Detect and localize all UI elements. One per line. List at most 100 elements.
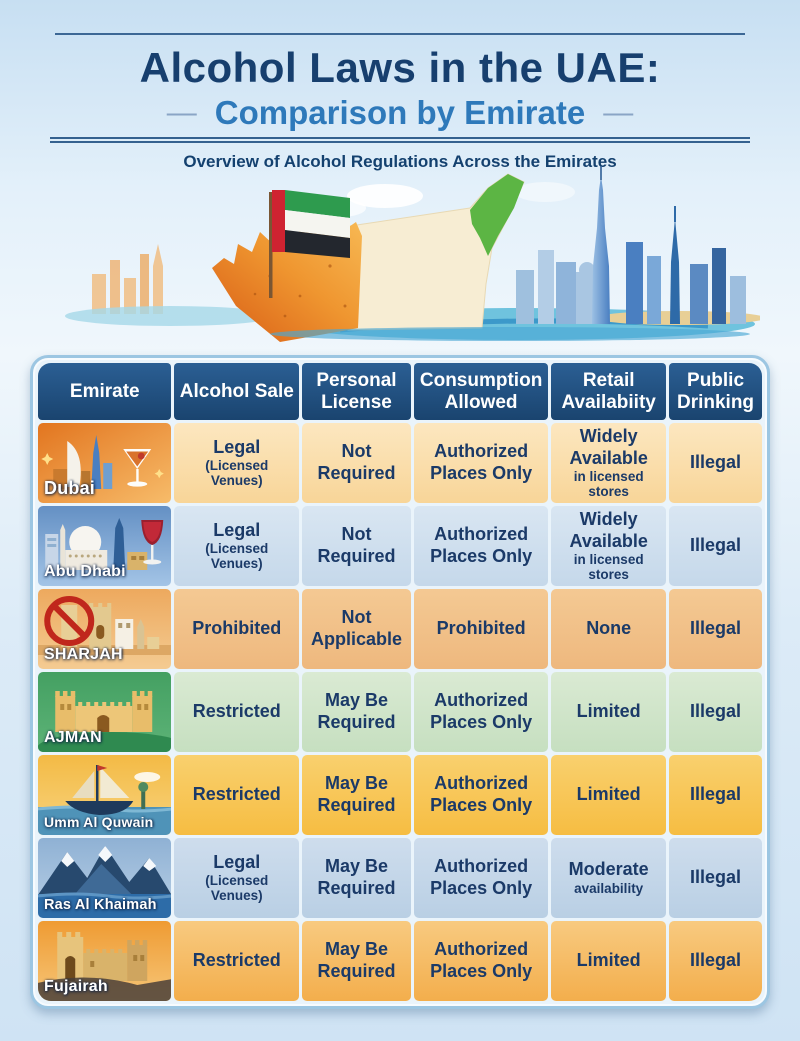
cell-text: Legal <box>213 437 261 458</box>
cell-sharjah-alcohol-sale: Prohibited <box>174 589 300 669</box>
emirate-label-dubai: Dubai <box>44 477 96 498</box>
cell-text: Prohibited <box>436 617 526 638</box>
column-header-personal-license: Personal License <box>302 363 411 420</box>
burj-khalifa <box>592 176 610 324</box>
sharjah-no-alcohol-icon <box>38 589 172 669</box>
prohibition-slash <box>52 603 87 639</box>
cell-uaq-personal-license: May Be Required <box>302 755 411 835</box>
cell-text: Moderate <box>568 859 649 880</box>
city-skyline <box>516 166 746 324</box>
ajman-fort-icon <box>38 672 172 752</box>
page-title: Alcohol Laws in the UAE: <box>139 44 661 91</box>
cell-ajman-public-drinking: Illegal <box>669 672 762 752</box>
cell-note: (Licensed Venues) <box>205 541 269 572</box>
fujairah-fort-icon <box>38 921 172 1001</box>
cell-fujairah-public-drinking: Illegal <box>669 921 762 1001</box>
cell-uaq-public-drinking: Illegal <box>669 755 762 835</box>
cell-text: Illegal <box>690 451 742 472</box>
cell-text: Illegal <box>690 534 742 555</box>
dubai-skyline-cocktail-icon <box>38 423 172 503</box>
uae-map-green-region <box>470 174 524 256</box>
cell-text: Illegal <box>690 700 742 721</box>
cell-text: Not Applicable <box>310 607 402 649</box>
cell-uaq-retail: Limited <box>551 755 667 835</box>
emirate-cell-dubai: Dubai <box>38 423 172 503</box>
emirate-cell-sharjah: SHARJAH <box>38 589 172 669</box>
cell-dubai-public-drinking: Illegal <box>669 423 762 503</box>
cell-note: in licensed stores <box>573 468 644 499</box>
distant-city-silhouette <box>92 244 163 314</box>
uae-flag <box>269 190 350 298</box>
cell-text: May Be Required <box>317 690 396 732</box>
cell-text: Authorized Places Only <box>430 856 533 898</box>
cell-rak-retail: Moderate availability <box>551 838 667 918</box>
subtitle-right-dash: — <box>603 96 634 129</box>
emirate-label-ras-al-khaimah: Ras Al Khaimah <box>44 896 157 913</box>
cell-note: availability <box>574 880 644 896</box>
cell-dubai-alcohol-sale: Legal (Licensed Venues) <box>174 423 300 503</box>
cell-text: May Be Required <box>317 773 396 815</box>
cloud <box>515 182 575 202</box>
cell-text: Not Required <box>317 524 396 566</box>
comparison-table: Emirate Alcohol Sale Personal License Co… <box>30 355 770 1009</box>
cell-dubai-retail: Widely Available in licensed stores <box>551 423 667 503</box>
cell-abu-dhabi-public-drinking: Illegal <box>669 506 762 586</box>
cell-abu-dhabi-consumption: Authorized Places Only <box>413 506 549 586</box>
emirate-cell-umm-al-quwain: Umm Al Quwain <box>38 755 172 835</box>
cell-text: May Be Required <box>317 939 396 981</box>
prohibition-circle <box>44 596 95 646</box>
cell-text: Limited <box>576 783 641 804</box>
cell-rak-public-drinking: Illegal <box>669 838 762 918</box>
cell-text: Illegal <box>690 866 742 887</box>
cell-text: Widely Available <box>569 426 648 468</box>
cell-text: Limited <box>576 700 641 721</box>
water-front <box>270 327 750 341</box>
cell-text: Restricted <box>192 700 281 721</box>
cell-text: Widely Available <box>569 509 648 551</box>
column-header-emirate: Emirate <box>38 363 172 420</box>
cell-text: Authorized Places Only <box>430 690 533 732</box>
subtitle-left-dash: — <box>166 96 197 129</box>
cell-abu-dhabi-personal-license: Not Required <box>302 506 411 586</box>
water-left <box>65 306 275 326</box>
emirate-cell-abu-dhabi: Abu Dhabi <box>38 506 172 586</box>
cell-fujairah-alcohol-sale: Restricted <box>174 921 300 1001</box>
page-subtitle-row: — Comparison by Emirate — <box>0 94 800 132</box>
cell-text: Restricted <box>192 783 281 804</box>
cell-text: Illegal <box>690 783 742 804</box>
cell-sharjah-retail: None <box>551 589 667 669</box>
top-divider-line <box>55 33 745 35</box>
cell-text: Authorized Places Only <box>430 773 533 815</box>
emirate-cell-fujairah: Fujairah <box>38 921 172 1001</box>
column-header-public-drinking: Public Drinking <box>669 363 762 420</box>
cell-ajman-personal-license: May Be Required <box>302 672 411 752</box>
cell-rak-personal-license: May Be Required <box>302 838 411 918</box>
emirate-cell-ras-al-khaimah: Ras Al Khaimah <box>38 838 172 918</box>
sparkles <box>41 453 164 479</box>
cell-text: Limited <box>576 949 641 970</box>
cell-note: (Licensed Venues) <box>205 873 269 904</box>
column-header-alcohol-sale: Alcohol Sale <box>174 363 300 420</box>
cell-note: in licensed stores <box>573 551 644 582</box>
cell-text: Not Required <box>317 441 396 483</box>
cell-dubai-consumption: Authorized Places Only <box>413 423 549 503</box>
umm-al-quwain-dhow-boat-icon <box>38 755 172 835</box>
cell-abu-dhabi-retail: Widely Available in licensed stores <box>551 506 667 586</box>
double-divider-line <box>50 137 750 143</box>
cell-text: None <box>586 617 632 638</box>
cell-text: Authorized Places Only <box>430 939 533 981</box>
cell-uaq-alcohol-sale: Restricted <box>174 755 300 835</box>
cell-ajman-retail: Limited <box>551 672 667 752</box>
cell-text: Restricted <box>192 949 281 970</box>
cell-text: Authorized Places Only <box>430 441 533 483</box>
cell-sharjah-personal-license: Not Applicable <box>302 589 411 669</box>
emirate-label-umm-al-quwain: Umm Al Quwain <box>44 814 154 831</box>
cell-text: Legal <box>213 520 261 541</box>
cell-text: Authorized Places Only <box>430 524 533 566</box>
emirate-label-abu-dhabi: Abu Dhabi <box>44 563 126 581</box>
cell-rak-consumption: Authorized Places Only <box>413 838 549 918</box>
cell-fujairah-retail: Limited <box>551 921 667 1001</box>
cloud <box>347 184 423 208</box>
emirate-label-ajman: AJMAN <box>44 729 102 747</box>
cell-text: Illegal <box>690 949 742 970</box>
